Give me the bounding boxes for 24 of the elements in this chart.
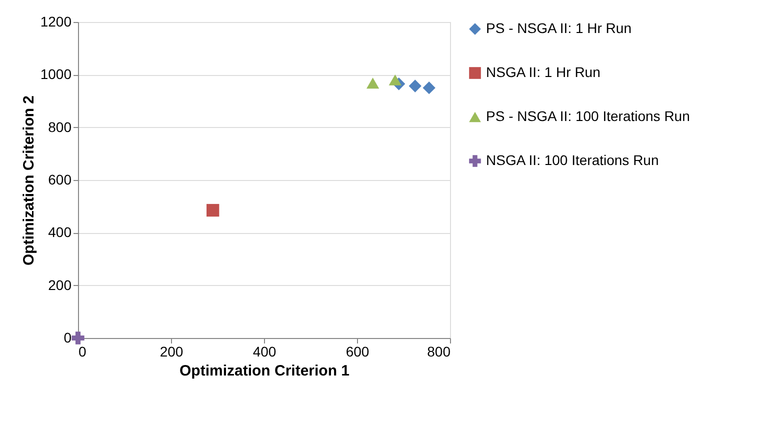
y-tick-label: 400	[48, 224, 72, 240]
x-tick-label: 200	[160, 344, 184, 360]
y-tick-label: 600	[48, 172, 72, 188]
x-tick-label: 400	[252, 344, 276, 360]
legend-label: NSGA II: 1 Hr Run	[486, 64, 600, 80]
y-tick-label: 800	[48, 118, 72, 135]
x-axis-title: Optimization Criterion 1	[179, 362, 350, 380]
x-tick-label: 0	[78, 344, 86, 360]
y-tick-label: 1200	[40, 14, 72, 30]
legend-label: PS - NSGA II: 1 Hr Run	[486, 20, 632, 36]
y-tick-label: 200	[48, 276, 72, 293]
x-tick-label: 600	[346, 344, 370, 360]
y-tick-label: 1000	[40, 66, 72, 82]
point	[408, 80, 422, 92]
point	[206, 204, 220, 217]
y-tick-label: 0	[64, 330, 72, 346]
point	[72, 332, 84, 344]
point	[422, 82, 436, 94]
point	[388, 74, 402, 86]
y-axis-title: Optimization Criterion 2	[20, 95, 38, 266]
point	[366, 78, 380, 89]
legend-label: NSGA II: 100 Iterations Run	[486, 152, 659, 168]
x-tick-label: 800	[427, 344, 451, 360]
legend-label: PS - NSGA II: 100 Iterations Run	[486, 108, 690, 124]
